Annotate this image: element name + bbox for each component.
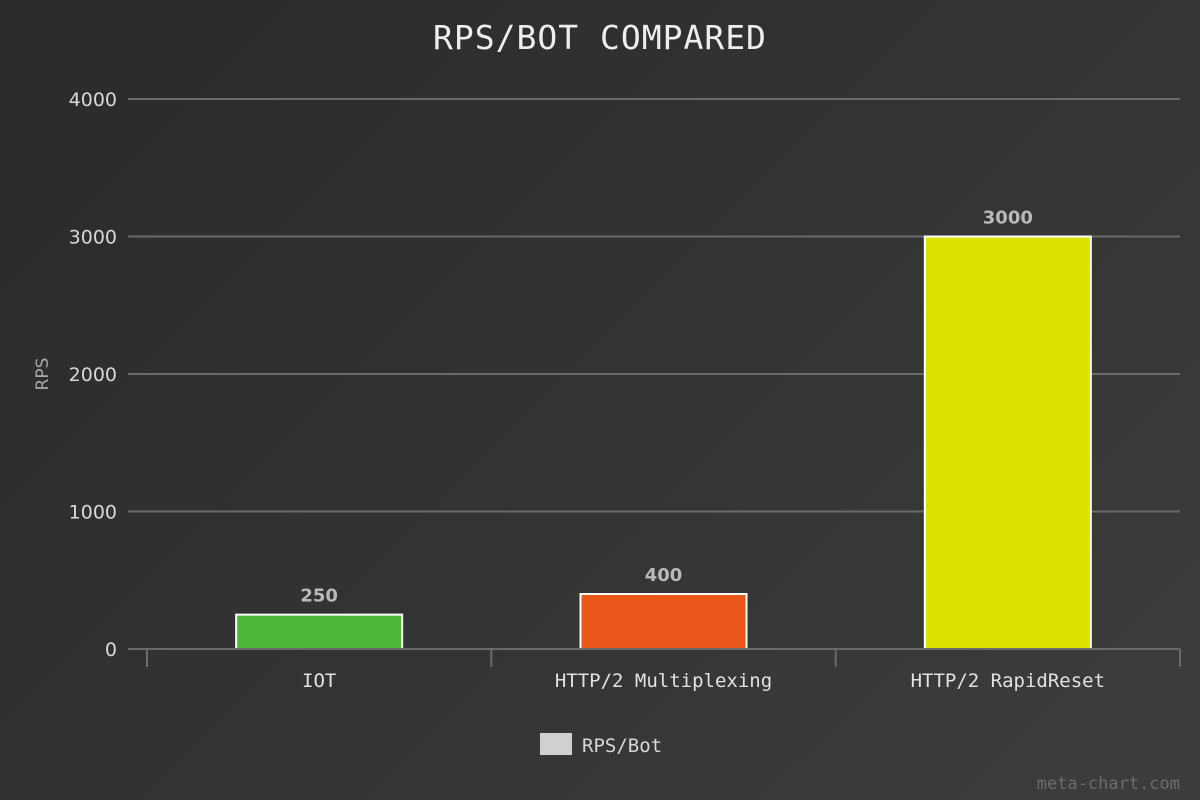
bar[interactable]: [923, 235, 1092, 650]
x-category-label: HTTP/2 Multiplexing: [555, 670, 772, 692]
bar-value-label: 250: [300, 586, 338, 607]
bar[interactable]: [235, 613, 404, 650]
y-tick-label: 1000: [69, 502, 117, 524]
y-tick-label: 2000: [69, 364, 117, 386]
x-axis-ticks: [146, 649, 1181, 667]
y-tick-label: 3000: [69, 227, 117, 249]
bar-value-label: 3000: [983, 208, 1033, 229]
bar[interactable]: [579, 593, 748, 650]
y-tick-label: 4000: [69, 89, 117, 111]
y-axis-ticks: 0 1000 2000 3000 4000: [69, 89, 117, 661]
data-labels: 250 400 3000: [300, 208, 1033, 607]
bar-value-label: 400: [645, 565, 683, 586]
x-category-label: HTTP/2 RapidReset: [911, 670, 1105, 692]
x-category-label: IOT: [302, 670, 336, 692]
bars: [235, 235, 1092, 650]
legend-swatch: [540, 733, 572, 755]
legend[interactable]: RPS/Bot: [540, 733, 662, 757]
watermark-text: meta-chart.com: [1037, 774, 1180, 794]
y-axis-title: RPS: [33, 358, 53, 391]
x-axis-category-labels: IOT HTTP/2 Multiplexing HTTP/2 RapidReset: [302, 670, 1105, 692]
chart-title: RPS/BOT COMPARED: [433, 18, 767, 57]
y-tick-label: 0: [105, 639, 117, 661]
legend-label: RPS/Bot: [582, 735, 662, 757]
